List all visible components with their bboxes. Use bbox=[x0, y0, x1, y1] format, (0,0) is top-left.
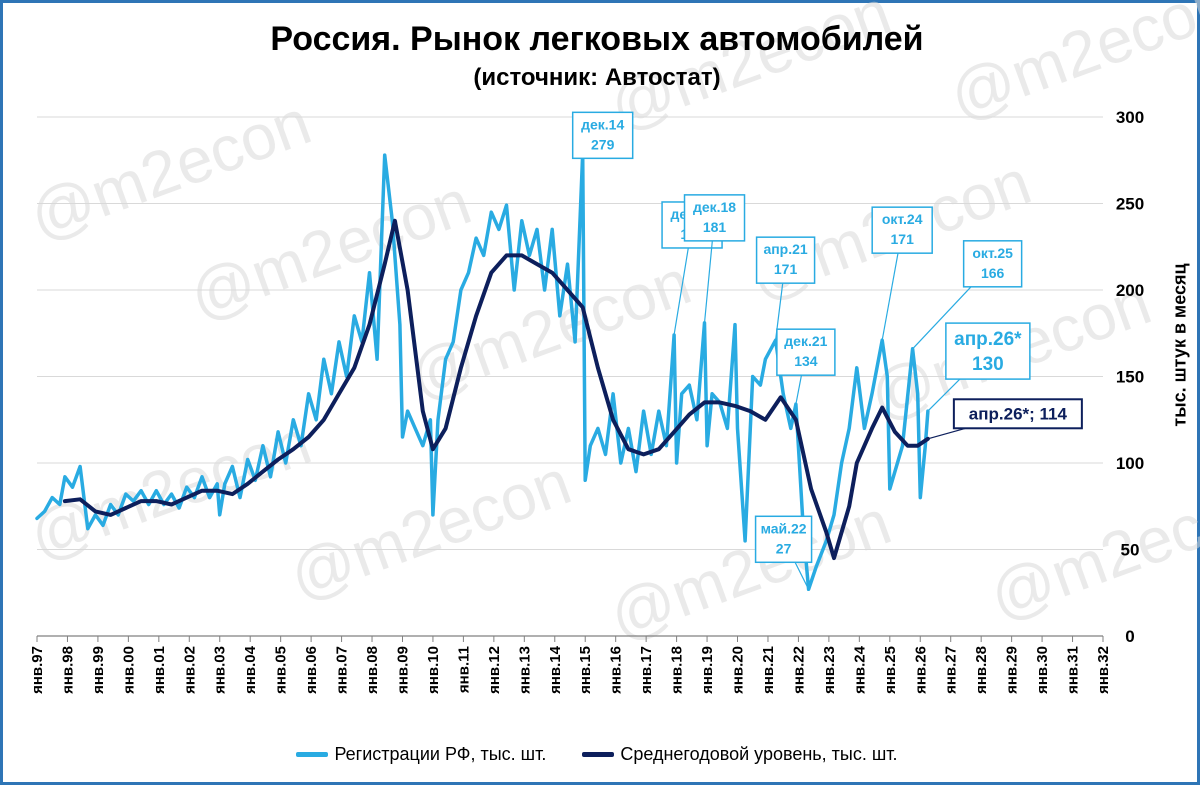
x-tick-label: янв.14 bbox=[547, 645, 564, 694]
x-tick-label: янв.32 bbox=[1095, 646, 1112, 694]
y-tick-label: 200 bbox=[1116, 281, 1144, 300]
y-tick-label: 0 bbox=[1125, 627, 1134, 646]
annotation-box bbox=[952, 398, 1083, 430]
x-tick-label: янв.12 bbox=[486, 646, 503, 694]
y-tick-label: 150 bbox=[1116, 368, 1144, 387]
x-tick-label: янв.19 bbox=[699, 646, 716, 694]
x-tick-label: янв.23 bbox=[821, 646, 838, 694]
annotation-box bbox=[571, 111, 634, 160]
annotation-label: дек.14 bbox=[581, 116, 624, 132]
annotation-label: окт.25 bbox=[972, 245, 1013, 261]
y-axis-label: тыс. штук в месяц bbox=[1169, 263, 1190, 427]
watermark-text: @m2econ bbox=[20, 405, 320, 573]
legend-swatch-monthly bbox=[296, 752, 329, 757]
chart-subtitle: (источник: Автостат) bbox=[473, 64, 721, 91]
annotation-box bbox=[962, 240, 1023, 288]
series-average-line bbox=[62, 218, 930, 561]
x-tick-label: янв.16 bbox=[608, 646, 625, 694]
legend-label-average: Среднегодовой уровень, тыс. шт. bbox=[620, 744, 898, 764]
annotation-label: 181 bbox=[703, 219, 727, 235]
x-tick-label: янв.09 bbox=[394, 646, 411, 694]
x-tick-label: янв.18 bbox=[669, 646, 686, 694]
annotation-label: апр.26* bbox=[954, 329, 1022, 350]
x-tick-label: янв.11 bbox=[455, 646, 472, 693]
x-tick-label: янв.25 bbox=[882, 646, 899, 694]
annotation-label: 134 bbox=[794, 353, 818, 369]
x-tick-label: янв.21 bbox=[760, 646, 777, 694]
legend: Регистрации РФ, тыс. шт. Среднегодовой у… bbox=[0, 744, 1194, 765]
x-tick-label: янв.06 bbox=[303, 646, 320, 694]
watermark-text: @m2econ bbox=[280, 445, 580, 613]
x-tick-label: янв.05 bbox=[273, 646, 290, 694]
x-tick-label: янв.00 bbox=[120, 646, 137, 694]
annotation-box bbox=[754, 515, 813, 564]
annotation-label: май.22 bbox=[761, 520, 807, 536]
x-tick-label: янв.08 bbox=[364, 646, 381, 694]
x-tick-label: янв.26 bbox=[912, 646, 929, 694]
x-tick-label: янв.13 bbox=[516, 646, 533, 694]
x-tick-label: янв.29 bbox=[1004, 646, 1021, 694]
x-tick-label: янв.24 bbox=[851, 645, 868, 694]
annotation-label: 130 bbox=[972, 354, 1004, 375]
annotation-label: окт.24 bbox=[882, 211, 923, 227]
watermark-text: @m2econ bbox=[180, 165, 480, 333]
chart-title: Россия. Рынок легковых автомобилей bbox=[270, 20, 924, 58]
legend-swatch-average bbox=[582, 752, 615, 757]
x-tick-label: янв.01 bbox=[151, 646, 168, 694]
x-tick-label: янв.17 bbox=[638, 646, 655, 694]
x-tick-label: янв.10 bbox=[425, 646, 442, 694]
x-tick-label: янв.04 bbox=[242, 645, 259, 694]
annotation-label: 166 bbox=[981, 265, 1005, 281]
annotation-label: 171 bbox=[891, 231, 915, 247]
annotation-box bbox=[776, 328, 836, 376]
x-tick-label: янв.98 bbox=[59, 646, 76, 694]
legend-item-average: Среднегодовой уровень, тыс. шт. bbox=[582, 744, 898, 765]
annotation-label: апр.21 bbox=[763, 241, 807, 257]
x-tick-label: янв.02 bbox=[181, 646, 198, 694]
y-tick-label: 250 bbox=[1116, 195, 1144, 214]
x-tick-label: янв.97 bbox=[29, 646, 46, 694]
x-tick-label: янв.27 bbox=[943, 646, 960, 694]
y-tick-label: 100 bbox=[1116, 454, 1144, 473]
annotation-box bbox=[755, 236, 816, 284]
x-tick-label: янв.20 bbox=[730, 646, 747, 694]
legend-item-monthly: Регистрации РФ, тыс. шт. bbox=[296, 744, 546, 765]
annotation-label: дек.18 bbox=[693, 199, 736, 215]
x-tick-label: янв.07 bbox=[334, 646, 351, 694]
watermark-text: @m2econ bbox=[600, 485, 900, 653]
x-tick-label: янв.22 bbox=[790, 646, 807, 694]
y-tick-label: 50 bbox=[1121, 541, 1140, 560]
legend-label-monthly: Регистрации РФ, тыс. шт. bbox=[334, 744, 547, 764]
y-tick-label: 300 bbox=[1116, 108, 1144, 127]
annotation-label: апр.26*; 114 bbox=[969, 404, 1068, 423]
annotation-label: дек.21 bbox=[784, 333, 827, 349]
annotation-label: 171 bbox=[774, 261, 798, 277]
annotation-box bbox=[683, 194, 746, 242]
annotation-label: 279 bbox=[591, 136, 615, 152]
x-tick-label: янв.30 bbox=[1034, 646, 1051, 694]
x-tick-label: янв.03 bbox=[212, 646, 229, 694]
annotation-box bbox=[945, 322, 1031, 380]
x-tick-label: янв.15 bbox=[577, 646, 594, 694]
x-tick-label: янв.31 bbox=[1065, 646, 1082, 694]
watermark-text: @m2econ bbox=[20, 85, 320, 253]
x-tick-label: янв.28 bbox=[973, 646, 990, 694]
annotation-label: 27 bbox=[776, 540, 792, 556]
annotation-box bbox=[871, 206, 933, 254]
x-tick-label: янв.99 bbox=[90, 646, 107, 694]
